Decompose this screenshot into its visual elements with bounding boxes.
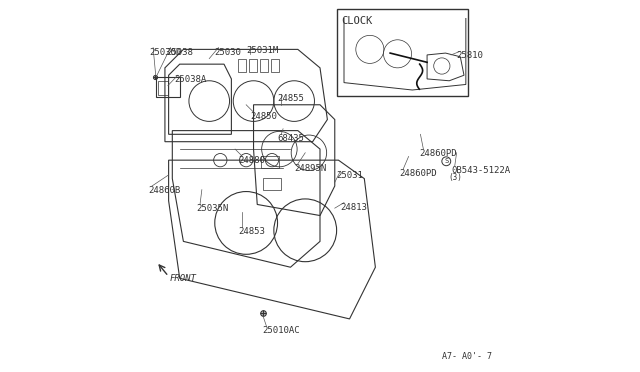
Text: 0B543-5122A: 0B543-5122A <box>451 166 510 175</box>
Text: 24860PD: 24860PD <box>420 149 458 158</box>
Text: 24860PD: 24860PD <box>399 169 437 179</box>
Text: A7- A0'- 7: A7- A0'- 7 <box>442 352 492 361</box>
Bar <box>337 9 468 96</box>
Text: (3): (3) <box>449 173 463 182</box>
Text: 24853: 24853 <box>239 227 266 235</box>
Text: FRONT: FRONT <box>170 274 196 283</box>
Bar <box>271 60 280 71</box>
Text: 24860B: 24860B <box>148 186 180 195</box>
Bar <box>260 60 268 71</box>
Bar <box>238 60 246 71</box>
Text: 25031: 25031 <box>337 171 364 180</box>
Bar <box>263 178 281 190</box>
Text: 25030: 25030 <box>215 48 242 57</box>
Text: 25010AC: 25010AC <box>263 326 300 335</box>
Text: 25031M: 25031M <box>246 46 278 55</box>
Text: 24880: 24880 <box>239 157 266 166</box>
Text: 24855: 24855 <box>278 94 305 103</box>
Bar <box>261 156 280 167</box>
Text: 25038A: 25038A <box>174 75 207 84</box>
Text: 24895N: 24895N <box>294 164 326 173</box>
Bar <box>158 81 168 95</box>
Bar <box>156 77 180 97</box>
Text: 25038: 25038 <box>167 48 194 57</box>
Text: 25810: 25810 <box>456 51 483 60</box>
Text: 25030D: 25030D <box>149 48 182 57</box>
Text: 24813: 24813 <box>340 203 367 212</box>
Text: 68435: 68435 <box>278 134 305 143</box>
Bar <box>249 60 257 71</box>
Text: CLOCK: CLOCK <box>341 16 372 26</box>
Text: S: S <box>444 158 449 164</box>
Text: 24850: 24850 <box>250 112 276 121</box>
Text: 25035N: 25035N <box>196 205 228 214</box>
